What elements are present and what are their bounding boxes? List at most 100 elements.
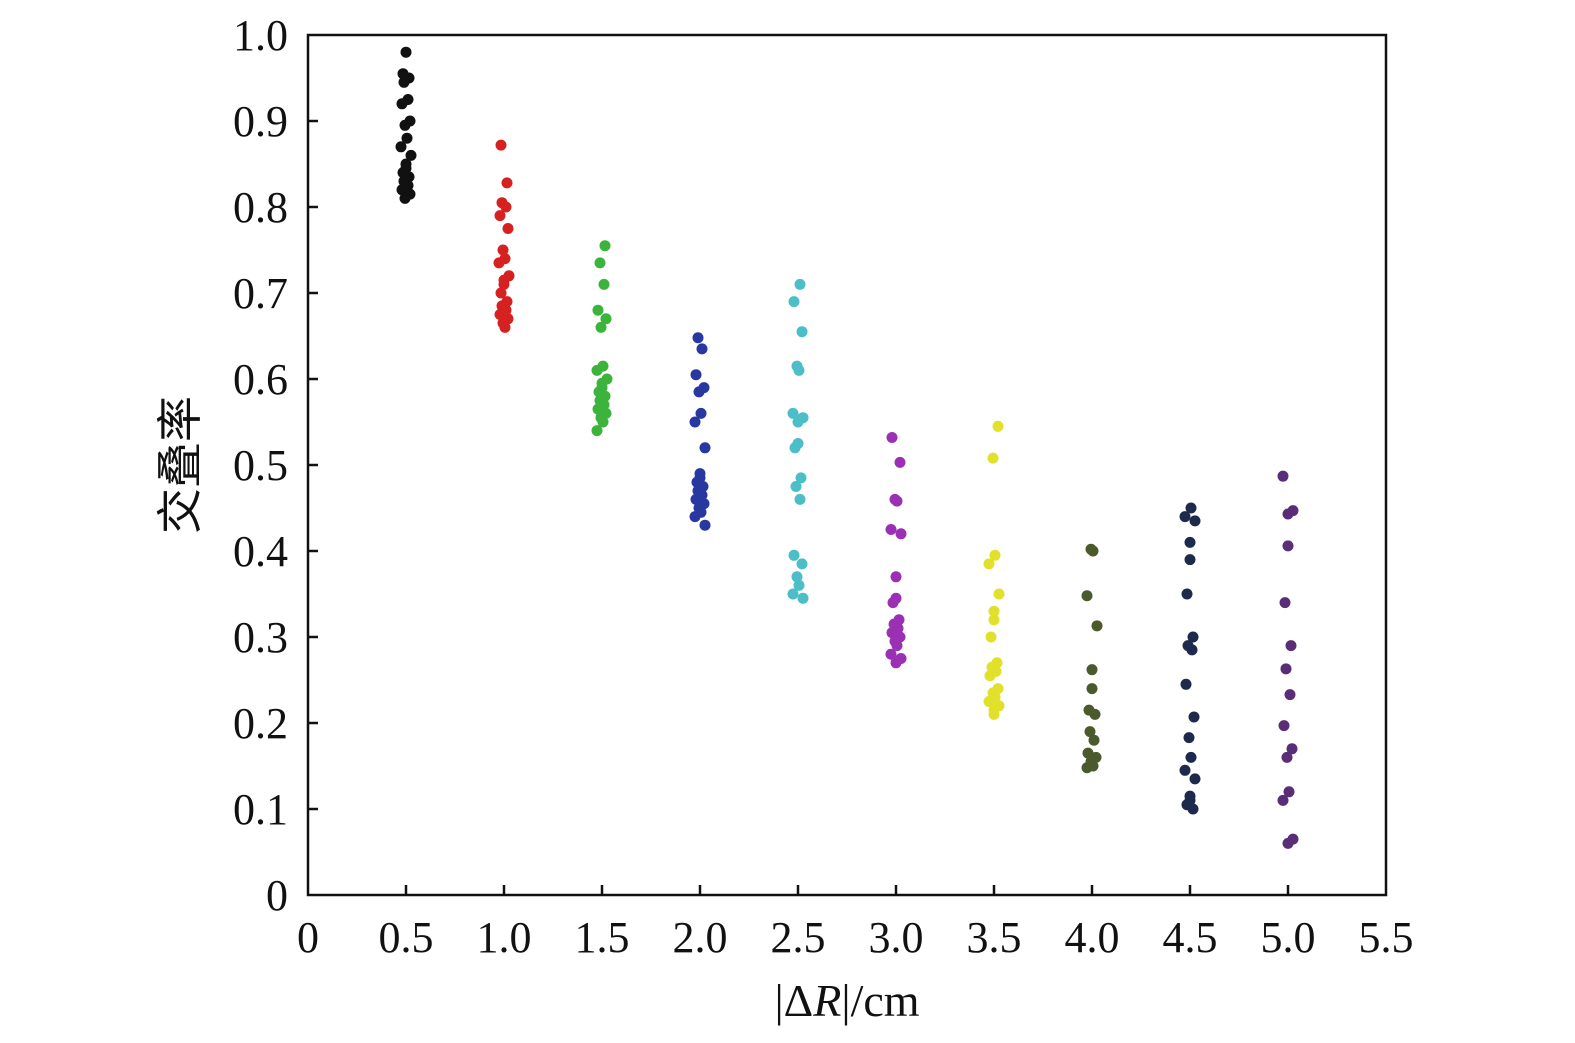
data-point xyxy=(796,326,808,338)
x-axis: 0 0.5 1.0 1.5 2.0 2.5 3.0 3.5 4.0 4.5 5.0 5.5 xyxy=(297,885,1414,962)
data-point xyxy=(399,119,411,131)
data-point xyxy=(1088,734,1100,746)
data-point xyxy=(1089,708,1101,720)
data-point xyxy=(1277,794,1289,806)
x-axis-label: |ΔR|/cm xyxy=(774,975,919,1026)
data-point xyxy=(988,614,1000,626)
data-point xyxy=(787,588,799,600)
data-point xyxy=(886,431,898,443)
series-0.5 xyxy=(395,46,417,204)
data-point xyxy=(796,558,808,570)
data-point xyxy=(788,296,800,308)
data-point xyxy=(696,343,708,355)
data-point xyxy=(591,364,603,376)
series-5.0 xyxy=(1277,470,1299,849)
x-tick-label: 4.5 xyxy=(1163,913,1218,962)
data-point xyxy=(1189,515,1201,527)
data-point xyxy=(790,481,802,492)
data-point xyxy=(501,177,513,189)
y-axis: 0 0.1 0.2 0.3 0.4 0.5 0.6 0.7 0.8 0.9 1.0 xyxy=(233,11,318,920)
y-tick-label: 0.1 xyxy=(233,785,288,834)
data-point xyxy=(890,657,902,669)
data-point xyxy=(493,257,505,269)
data-point xyxy=(988,605,1000,617)
series-3.0 xyxy=(885,431,907,669)
data-point xyxy=(495,139,507,151)
data-point xyxy=(1282,508,1294,520)
data-point xyxy=(791,571,803,583)
data-point xyxy=(494,210,506,222)
data-point xyxy=(793,364,805,376)
data-point xyxy=(993,588,1005,600)
data-point xyxy=(1081,590,1093,602)
x-tick-label: 0 xyxy=(297,913,319,962)
data-point xyxy=(992,420,1004,432)
data-point xyxy=(1091,620,1103,632)
y-tick-label: 0.8 xyxy=(233,183,288,232)
data-point xyxy=(500,201,512,213)
data-point xyxy=(395,141,407,153)
x-tick-label: 2.0 xyxy=(673,913,728,962)
data-point xyxy=(885,524,897,535)
data-point xyxy=(594,257,606,269)
x-tick-label: 3.5 xyxy=(967,913,1022,962)
data-point xyxy=(1185,751,1197,763)
data-point xyxy=(1179,764,1191,776)
x-tick-label: 3.0 xyxy=(869,913,924,962)
data-point xyxy=(695,407,707,419)
data-point xyxy=(1183,732,1195,744)
y-tick-label: 0.9 xyxy=(233,97,288,146)
data-point xyxy=(398,76,410,88)
y-tick-label: 0 xyxy=(266,871,288,920)
data-point xyxy=(1189,773,1201,785)
data-point xyxy=(793,579,805,591)
series-2.5 xyxy=(787,278,809,604)
data-point xyxy=(592,304,604,316)
points-layer xyxy=(395,46,1299,849)
series-2.0 xyxy=(689,332,711,531)
data-point xyxy=(1185,502,1197,514)
x-tick-label: 2.5 xyxy=(771,913,826,962)
x-tick-label: 0.5 xyxy=(379,913,434,962)
plot-frame xyxy=(306,33,1388,897)
x-tick-label: 1.5 xyxy=(575,913,630,962)
y-tick-label: 0.6 xyxy=(233,355,288,404)
data-point xyxy=(895,528,907,540)
data-point xyxy=(789,442,801,454)
data-point xyxy=(989,549,1001,561)
data-point xyxy=(1186,644,1198,656)
data-point xyxy=(1187,631,1199,643)
data-point xyxy=(795,472,807,484)
series-1.5 xyxy=(591,240,613,437)
data-point xyxy=(1281,751,1293,763)
series-3.5 xyxy=(983,420,1005,720)
data-point xyxy=(1282,540,1294,552)
data-point xyxy=(689,416,701,428)
y-tick-label: 0.7 xyxy=(233,269,288,318)
data-point xyxy=(591,425,603,437)
data-point xyxy=(693,386,705,398)
y-tick-label: 0.5 xyxy=(233,441,288,490)
series-1.0 xyxy=(493,139,515,333)
data-point xyxy=(502,223,514,234)
data-point xyxy=(1084,726,1096,738)
data-point xyxy=(1282,837,1294,849)
data-point xyxy=(787,407,799,419)
data-point xyxy=(1188,711,1200,723)
data-point xyxy=(401,132,413,144)
data-point xyxy=(983,696,995,707)
data-point xyxy=(885,648,897,660)
data-point xyxy=(1181,588,1193,600)
data-point xyxy=(1086,683,1098,695)
data-point xyxy=(891,495,903,507)
data-point xyxy=(1278,720,1290,732)
x-tick-label: 1.0 xyxy=(477,913,532,962)
data-point xyxy=(1284,689,1296,701)
data-point xyxy=(987,452,999,464)
data-point xyxy=(983,558,995,570)
series-4.0 xyxy=(1081,543,1103,774)
data-point xyxy=(891,640,903,652)
data-point xyxy=(1277,470,1289,482)
